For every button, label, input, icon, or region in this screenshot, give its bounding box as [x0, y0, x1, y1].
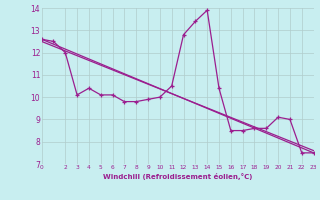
X-axis label: Windchill (Refroidissement éolien,°C): Windchill (Refroidissement éolien,°C) [103, 173, 252, 180]
